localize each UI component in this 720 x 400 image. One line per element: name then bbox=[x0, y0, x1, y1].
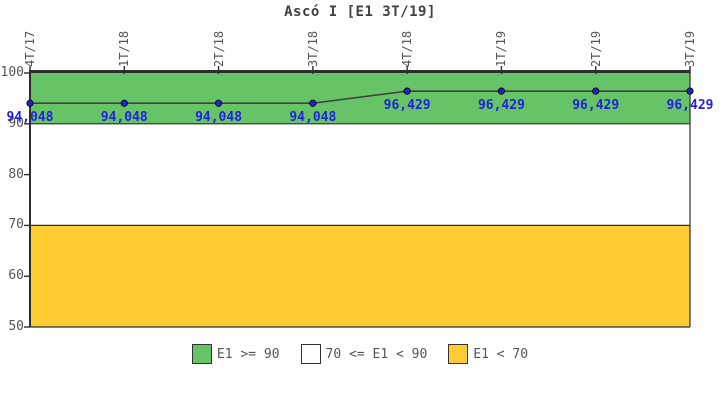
x-tick-label: 1T/19 bbox=[494, 30, 509, 67]
y-tick-label: 90 bbox=[8, 115, 24, 131]
legend-swatch-green bbox=[191, 344, 212, 364]
y-tick-label: 70 bbox=[8, 217, 24, 233]
series-line bbox=[30, 90, 690, 105]
data-point bbox=[403, 87, 411, 95]
data-point-value-label: 96,429 bbox=[383, 98, 431, 114]
band bbox=[30, 123, 690, 226]
legend: E1 >= 90 70 <= E1 < 90 E1 < 70 bbox=[0, 342, 720, 366]
data-point bbox=[26, 99, 34, 107]
band bbox=[30, 225, 690, 327]
y-tick-label: 80 bbox=[8, 166, 24, 182]
y-tick-label: 60 bbox=[8, 268, 24, 284]
data-point bbox=[497, 87, 506, 95]
legend-label-green: E1 >= 90 bbox=[216, 346, 280, 362]
data-point bbox=[214, 99, 223, 107]
data-point bbox=[120, 99, 128, 107]
x-tick-label: 4T/17 bbox=[23, 30, 37, 67]
data-point bbox=[686, 87, 694, 95]
data-point-value-label: 96,429 bbox=[477, 98, 525, 114]
data-point-value-label: 94,048 bbox=[195, 110, 243, 126]
x-tick-label: 2T/18 bbox=[211, 30, 226, 67]
legend-label-yellow: E1 < 70 bbox=[473, 346, 529, 362]
data-point bbox=[592, 87, 600, 95]
data-point-value-label: 96,429 bbox=[666, 98, 714, 114]
x-tick-label: 1T/18 bbox=[117, 30, 132, 67]
data-point bbox=[309, 99, 317, 107]
legend-swatch-white bbox=[300, 344, 321, 364]
x-tick-label: 3T/18 bbox=[305, 30, 320, 67]
band bbox=[30, 73, 690, 124]
legend-label-white: 70 <= E1 < 90 bbox=[325, 346, 428, 362]
y-tick-label: 100 bbox=[0, 65, 24, 80]
y-tick-label: 50 bbox=[8, 319, 24, 334]
data-point-value-label: 96,429 bbox=[572, 98, 620, 114]
chart-title: Ascó I [E1 3T/19] bbox=[284, 4, 436, 20]
legend-item-yellow: E1 < 70 bbox=[448, 344, 528, 364]
data-point-value-label: 94,048 bbox=[6, 110, 54, 126]
data-point-value-label: 94,048 bbox=[289, 110, 337, 126]
x-tick-label: 3T/19 bbox=[683, 30, 697, 67]
legend-swatch-yellow bbox=[448, 344, 469, 364]
legend-item-white: 70 <= E1 < 90 bbox=[300, 344, 428, 364]
legend-item-green: E1 >= 90 bbox=[191, 344, 280, 364]
x-tick-label: 4T/18 bbox=[400, 30, 415, 67]
x-tick-label: 2T/19 bbox=[588, 30, 603, 67]
data-point-value-label: 94,048 bbox=[100, 110, 148, 126]
